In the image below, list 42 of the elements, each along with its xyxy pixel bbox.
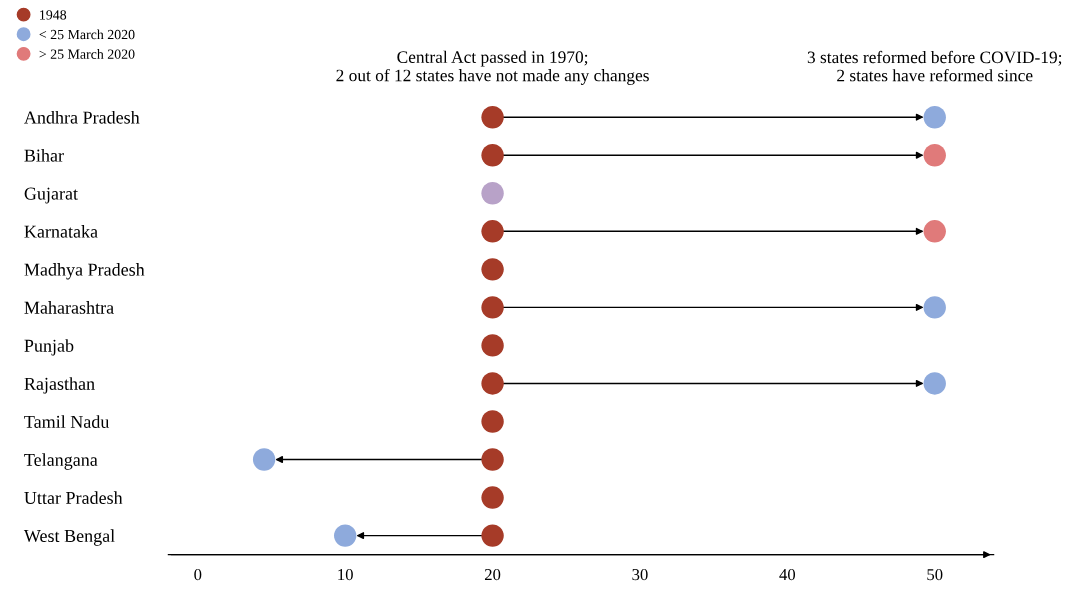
y-tick-label: Gujarat: [24, 187, 78, 204]
legend-label: > 25 March 2020: [39, 49, 135, 59]
point: [481, 334, 504, 357]
y-tick-label: Bihar: [24, 148, 64, 162]
x-tick-label: 30: [632, 568, 648, 581]
point: [481, 258, 504, 281]
point: [481, 524, 504, 547]
point: [481, 144, 504, 167]
y-tick-label: Maharashtra: [24, 301, 114, 314]
point: [923, 144, 946, 167]
point: [252, 448, 276, 471]
point: [481, 182, 504, 205]
point: [481, 220, 504, 243]
point: [481, 410, 504, 433]
x-tick-label: 20: [484, 568, 501, 581]
point: [481, 296, 504, 319]
y-tick-label: Uttar Pradesh: [24, 491, 123, 504]
y-tick-label: Madhya Pradesh: [24, 263, 145, 280]
y-tick-label: West Bengal: [23, 529, 115, 546]
point: [923, 372, 946, 395]
x-tick-label: 0: [194, 568, 202, 581]
annotation: 3 states reformed before COVID-19; 2 states have reformed since: [807, 50, 1062, 82]
annotation: Central Act passed in 1970; 2 out of 12 states have not made any changes: [336, 50, 649, 85]
y-tick-label: Rajasthan: [24, 377, 95, 394]
y-tick-label: Karnataka: [24, 225, 98, 238]
point: [923, 296, 946, 319]
y-tick-label: Punjab: [24, 339, 74, 356]
point: [334, 524, 357, 547]
point: [923, 220, 946, 243]
x-tick-label: 40: [779, 568, 796, 581]
x-tick-label: 10: [338, 568, 353, 581]
point: [481, 106, 504, 129]
y-tick-label: Tamil Nadu: [24, 415, 110, 428]
y-tick-label: Telangana: [24, 453, 98, 470]
x-tick-label: 50: [927, 568, 943, 581]
legend-label: < 25 March 2020: [39, 29, 135, 40]
point: [481, 448, 504, 471]
point: [481, 372, 504, 395]
y-tick-label: Andhra Pradesh: [24, 110, 140, 124]
point: [923, 106, 946, 129]
legend-label: 1948: [40, 10, 67, 20]
point: [481, 486, 504, 509]
